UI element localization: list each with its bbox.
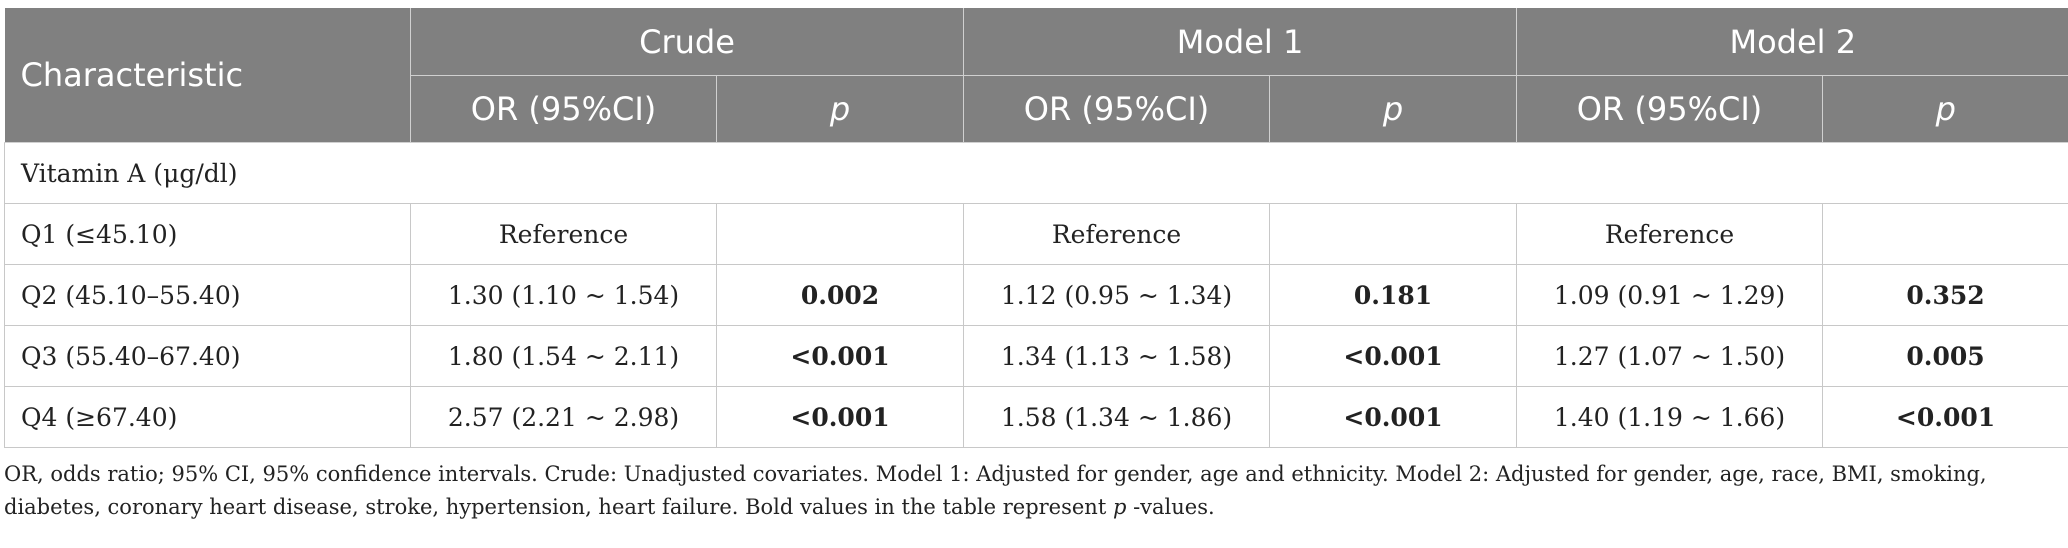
model1-or-cell: 1.12 (0.95 ~ 1.34): [963, 264, 1270, 326]
section-label-vitamin-a: Vitamin A (μg/dl): [3, 142, 2068, 204]
subheader-model1-p: p: [1269, 75, 1518, 143]
crude-p-cell: 0.002: [716, 264, 964, 326]
row-label: Q4 (≥67.40): [4, 386, 411, 448]
crude-p-cell: <0.001: [716, 325, 964, 387]
subheader-model2-p: p: [1822, 75, 2068, 143]
subheader-crude-or: OR (95%CI): [410, 75, 717, 143]
crude-p-cell: [716, 203, 964, 265]
header-characteristic: Characteristic: [4, 8, 411, 143]
header-model-2: Model 2: [1516, 8, 2068, 76]
footnote-line-1: OR, odds ratio; 95% CI, 95% confidence i…: [4, 462, 1987, 486]
section-row: Vitamin A (μg/dl): [3, 142, 2068, 204]
row-label: Q2 (45.10–55.40): [4, 264, 411, 326]
model1-p-cell: 0.181: [1269, 264, 1518, 326]
crude-or-cell: 1.80 (1.54 ~ 2.11): [410, 325, 717, 387]
model2-p-cell: [1822, 203, 2068, 265]
model2-or-cell: Reference: [1516, 203, 1824, 265]
header-crude: Crude: [410, 8, 964, 76]
model1-or-cell: Reference: [963, 203, 1270, 265]
subheader-model2-or: OR (95%CI): [1516, 75, 1824, 143]
subheader-crude-p: p: [716, 75, 964, 143]
model2-or-cell: 1.09 (0.91 ~ 1.29): [1516, 264, 1824, 326]
table-footnote: OR, odds ratio; 95% CI, 95% confidence i…: [4, 458, 2068, 524]
model2-or-cell: 1.40 (1.19 ~ 1.66): [1516, 386, 1824, 448]
row-label: Q1 (≤45.10): [4, 203, 411, 265]
table-row: Q4 (≥67.40) 2.57 (2.21 ~ 2.98) <0.001 1.…: [4, 386, 2068, 448]
subheader-model1-or: OR (95%CI): [963, 75, 1270, 143]
header-model-1: Model 1: [963, 8, 1518, 76]
model2-p-cell: <0.001: [1822, 386, 2068, 448]
model1-p-cell: <0.001: [1269, 386, 1518, 448]
odds-ratio-table: Characteristic Crude Model 1 Model 2 OR …: [3, 8, 2068, 448]
crude-or-cell: 1.30 (1.10 ~ 1.54): [410, 264, 717, 326]
model1-or-cell: 1.58 (1.34 ~ 1.86): [963, 386, 1270, 448]
model1-p-cell: <0.001: [1269, 325, 1518, 387]
model2-or-cell: 1.27 (1.07 ~ 1.50): [1516, 325, 1824, 387]
footnote-line-2: diabetes, coronary heart disease, stroke…: [4, 495, 1113, 519]
odds-ratio-table-container: Characteristic Crude Model 1 Model 2 OR …: [3, 8, 2068, 524]
footnote-p-symbol: p: [1112, 495, 1127, 519]
model1-or-cell: 1.34 (1.13 ~ 1.58): [963, 325, 1270, 387]
table-row: Q1 (≤45.10) Reference Reference Referenc…: [4, 203, 2068, 265]
model2-p-cell: 0.352: [1822, 264, 2068, 326]
table-row: Q2 (45.10–55.40) 1.30 (1.10 ~ 1.54) 0.00…: [4, 264, 2068, 326]
crude-or-cell: Reference: [410, 203, 717, 265]
model1-p-cell: [1269, 203, 1518, 265]
crude-or-cell: 2.57 (2.21 ~ 2.98): [410, 386, 717, 448]
footnote-line-2-end: -values.: [1126, 495, 1215, 519]
crude-p-cell: <0.001: [716, 386, 964, 448]
model2-p-cell: 0.005: [1822, 325, 2068, 387]
table-row: Q3 (55.40–67.40) 1.80 (1.54 ~ 2.11) <0.0…: [4, 325, 2068, 387]
row-label: Q3 (55.40–67.40): [4, 325, 411, 387]
